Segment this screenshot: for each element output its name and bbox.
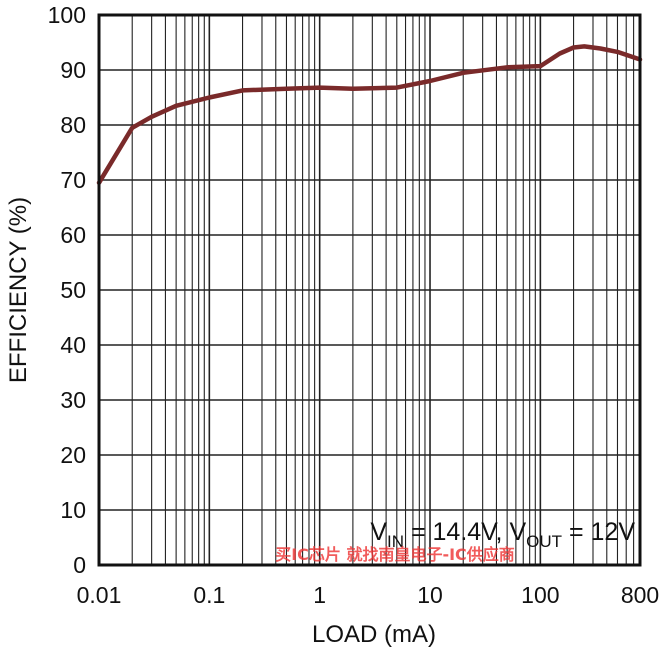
- x-tick-label: 1: [313, 582, 326, 608]
- vout-symbol: V: [509, 518, 526, 546]
- conditions-annotation: VIN = 14.4V, VOUT = 12V: [370, 518, 635, 551]
- watermark: 买IC芯片 就找南皇电子-IC供应商: [275, 545, 515, 564]
- x-axis-label: LOAD (mA): [312, 621, 436, 648]
- y-tick-label: 90: [60, 57, 86, 83]
- y-axis-label: EFFICIENCY (%): [5, 197, 32, 383]
- x-tick-label: 800: [621, 582, 659, 608]
- y-tick-label: 20: [60, 442, 86, 468]
- x-tick-label: 0.1: [193, 582, 225, 608]
- y-tick-label: 40: [60, 332, 86, 358]
- plot-frame: [97, 13, 642, 567]
- x-tick-labels: 0.01 0.1 1 10 100 800: [77, 582, 660, 608]
- y-tick-labels: 0 10 20 30 40 50 60 70 80 90 100: [48, 2, 86, 578]
- vin-subscript: IN: [387, 532, 404, 551]
- y-tick-label: 100: [48, 2, 86, 28]
- vout-subscript: OUT: [526, 532, 562, 551]
- series-layer: [96, 44, 643, 186]
- vin-value: = 14.4V,: [404, 518, 509, 546]
- y-tick-label: 70: [60, 167, 86, 193]
- y-tick-label: 50: [60, 277, 86, 303]
- y-tick-label: 10: [60, 497, 86, 523]
- y-tick-label: 80: [60, 112, 86, 138]
- vin-symbol: V: [370, 518, 387, 546]
- y-tick-label: 0: [73, 552, 86, 578]
- x-tick-label: 10: [417, 582, 443, 608]
- y-tick-label: 60: [60, 222, 86, 248]
- vout-value: = 12V: [562, 518, 635, 546]
- grid: [99, 15, 640, 565]
- x-tick-label: 0.01: [77, 582, 122, 608]
- y-tick-label: 30: [60, 387, 86, 413]
- x-tick-label: 100: [521, 582, 559, 608]
- series-line: [96, 44, 643, 186]
